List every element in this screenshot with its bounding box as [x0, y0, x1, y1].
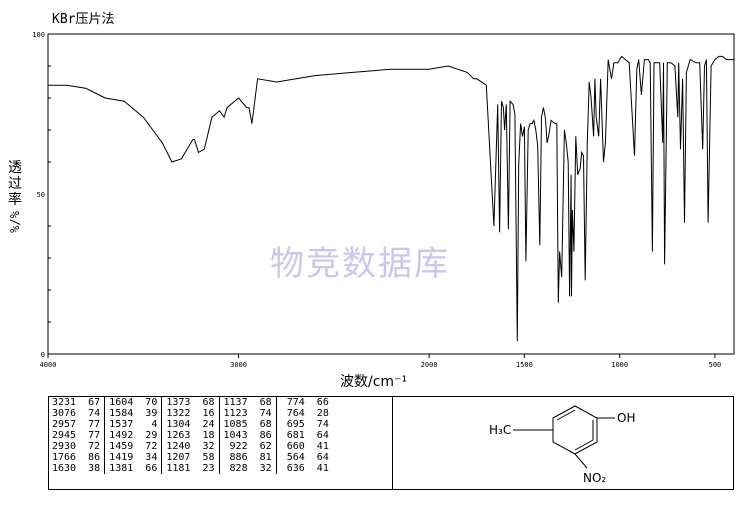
- peak-cell: 1766 86: [48, 452, 106, 463]
- peak-cell: 1373 68: [161, 397, 220, 408]
- watermark: 物竞数据库: [270, 244, 450, 284]
- peak-cell: 1604 70: [104, 397, 163, 408]
- y-axis-label: 透 过 率 %/%: [4, 160, 26, 233]
- x-tick-label: 4000: [40, 361, 57, 369]
- peak-cell: 695 74: [280, 419, 329, 430]
- peak-cell: 681 64: [280, 430, 329, 441]
- peak-cell: 1043 86: [219, 430, 277, 441]
- peak-table-row: 1630 38 1381 66 1181 23 828 32 636 41: [48, 463, 333, 474]
- structure-panel: H₃C OH NO₂: [392, 396, 734, 490]
- nitro-label: NO₂: [583, 471, 606, 485]
- peak-table-row: 3076 74 1584 39 1322 16 1123 74 764 28: [48, 408, 333, 419]
- peak-cell: 1322 16: [161, 408, 220, 419]
- x-axis-label: 波数/cm⁻¹: [340, 374, 408, 390]
- peak-cell: 1137 68: [219, 397, 277, 408]
- peak-cell: 774 66: [280, 397, 329, 408]
- y-axis-label-char: 透: [8, 160, 22, 176]
- hydroxyl-label: OH: [617, 411, 635, 425]
- chart-title: KBr压片法: [52, 12, 115, 27]
- peak-table: 3231 67 1604 70 1373 68 1137 68 774 66 3076 …: [48, 397, 333, 474]
- peak-cell: 764 28: [280, 408, 329, 419]
- peak-table-row: 2945 77 1492 29 1263 18 1043 86 681 64: [48, 430, 333, 441]
- plot-frame: [47, 33, 735, 355]
- ir-spectrum-chart: 4000 3000 2000 1500 1000 500 0 50 100: [32, 31, 735, 369]
- y-axis-label-char: 率: [8, 192, 22, 208]
- peak-cell: 2930 72: [48, 441, 106, 452]
- peak-cell: 1584 39: [104, 408, 163, 419]
- peak-cell: 1304 24: [161, 419, 220, 430]
- peak-table-row: 1766 86 1419 34 1207 58 886 81 564 64: [48, 452, 333, 463]
- peak-cell: 1630 38: [48, 463, 106, 474]
- nitro-bond: [574, 453, 588, 469]
- peak-cell: 1123 74: [219, 408, 277, 419]
- peak-cell: 1492 29: [104, 430, 163, 441]
- x-tick-label: 500: [709, 361, 722, 369]
- x-tick-label: 2000: [421, 361, 438, 369]
- peak-table-row: 2930 72 1459 72 1240 32 922 62 660 41: [48, 441, 333, 452]
- molecule-structure: H₃C OH NO₂: [489, 405, 635, 485]
- peak-cell: 1085 68: [219, 419, 277, 430]
- axis-ticks: 4000 3000 2000 1500 1000 500 0 50 100: [32, 31, 721, 369]
- peak-cell: 1381 66: [104, 463, 163, 474]
- peak-table-row: 3231 67 1604 70 1373 68 1137 68 774 66: [48, 397, 333, 408]
- peak-cell: 1459 72: [104, 441, 163, 452]
- peak-cell: 828 32: [219, 463, 277, 474]
- x-tick-label: 1500: [516, 361, 533, 369]
- peak-cell: 2957 77: [48, 419, 106, 430]
- peak-cell: 1181 23: [161, 463, 220, 474]
- x-tick-label: 3000: [230, 361, 247, 369]
- peak-cell: 1419 34: [104, 452, 163, 463]
- peak-cell: 564 64: [280, 452, 329, 463]
- benzene-ring: [552, 405, 598, 455]
- peak-cell: 1240 32: [161, 441, 220, 452]
- peak-cell: 2945 77: [48, 430, 106, 441]
- peak-cell: 1207 58: [161, 452, 220, 463]
- y-tick-label: 50: [37, 191, 45, 199]
- peak-cell: 1537 4: [104, 419, 163, 430]
- peak-cell: 636 41: [280, 463, 329, 474]
- peak-cell: 3076 74: [48, 408, 106, 419]
- y-tick-label: 0: [41, 351, 45, 359]
- y-tick-label: 100: [32, 31, 45, 39]
- peak-table-row: 2957 77 1537 4 1304 24 1085 68 695 74: [48, 419, 333, 430]
- x-tick-label: 1000: [611, 361, 628, 369]
- peak-cell: 1263 18: [161, 430, 220, 441]
- y-axis-label-char: 过: [8, 176, 22, 192]
- peak-cell: 660 41: [280, 441, 329, 452]
- peak-cell: 886 81: [219, 452, 277, 463]
- peak-cell: 3231 67: [48, 397, 106, 408]
- peak-cell: 922 62: [219, 441, 277, 452]
- methyl-label: H₃C: [489, 423, 511, 437]
- spectrum-line: [48, 55, 734, 342]
